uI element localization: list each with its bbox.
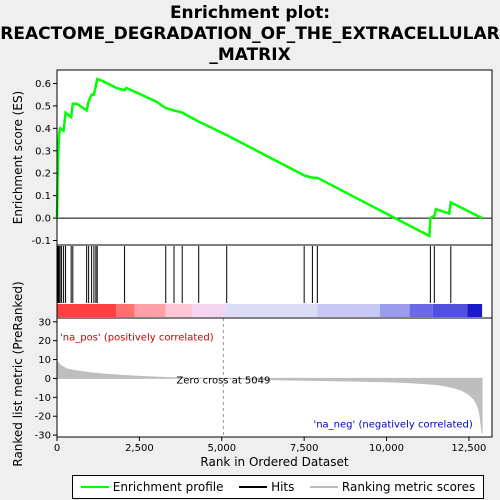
legend-item-ranking-metric: Ranking metric scores	[309, 480, 476, 494]
x-axis-label: Rank in Ordered Dataset	[200, 455, 348, 469]
legend-label: Ranking metric scores	[341, 480, 476, 494]
es-y-tick-label: 0.0	[35, 214, 51, 225]
x-tick-label: 2,500	[125, 443, 154, 454]
metric-y-tick-label: -30	[35, 431, 51, 442]
legend: Enrichment profile Hits Ranking metric s…	[72, 475, 484, 499]
ranking-color-bar-segment	[225, 304, 318, 317]
green-line-icon	[80, 486, 109, 488]
ranking-color-bar-segment	[57, 304, 117, 317]
enrichment-profile-line	[55, 77, 483, 239]
plot-canvas: Enrichment plot: REACTOME_DEGRADATION_OF…	[0, 3, 499, 469]
es-y-tick-label: 0.2	[35, 169, 51, 180]
ranking-color-bar-segment	[134, 304, 166, 317]
es-y-tick-label: 0.6	[35, 79, 51, 90]
legend-label: Enrichment profile	[112, 480, 224, 494]
gray-line-icon	[309, 486, 338, 488]
ranking-color-bar-segment	[317, 304, 380, 317]
ranking-color-bar-segment	[165, 304, 193, 317]
title-line-1: Enrichment plot:	[170, 3, 330, 23]
es-y-tick-label: 0.5	[35, 101, 51, 112]
metric-panel: -30 -20 -10 0 10 20 30 0 2,500 5,000 7,500 10,000 12…	[35, 317, 493, 454]
ranking-color-bar-segment	[192, 304, 226, 317]
annotation-zero-cross: Zero cross at 5049	[176, 375, 270, 386]
metric-plot-frame	[56, 317, 493, 438]
legend-item-hits: Hits	[239, 480, 294, 494]
ranking-color-bar-segment	[116, 304, 135, 317]
black-line-icon	[239, 486, 268, 488]
title-line-2: REACTOME_DEGRADATION_OF_THE_EXTRACELLULA…	[0, 24, 499, 44]
metric-y-tick-label: -10	[35, 393, 51, 404]
x-tick-label: 10,000	[369, 443, 404, 454]
metric-y-tick-label: 20	[38, 336, 51, 347]
x-tick-label: 5,000	[207, 443, 236, 454]
ranking-metric-area	[56, 360, 483, 434]
ranking-color-bar-segment	[467, 304, 483, 317]
ranking-color-bar-segment	[432, 304, 468, 317]
metric-y-tick-label: 30	[38, 317, 51, 328]
x-tick-label: 0	[54, 443, 60, 454]
chart-title: Enrichment plot: REACTOME_DEGRADATION_OF…	[0, 3, 499, 65]
es-plot-background	[57, 70, 492, 245]
annotation-positive: 'na_pos' (positively correlated)	[60, 333, 214, 344]
es-y-tick-label: 0.1	[35, 191, 51, 202]
annotation-negative: 'na_neg' (negatively correlated)	[313, 420, 472, 431]
es-panel: -0.1 0.0 0.1 0.2 0.3 0.4 0.5 0.6	[31, 69, 493, 247]
es-y-tick-label: 0.4	[35, 124, 51, 135]
metric-y-tick-label: -20	[35, 412, 51, 423]
y-axis-label-es: Enrichment score (ES)	[11, 91, 25, 224]
title-line-3: _MATRIX	[209, 45, 290, 65]
legend-item-enrichment-profile: Enrichment profile	[80, 480, 224, 494]
metric-y-tick-label: 0	[45, 374, 51, 385]
x-tick-label: 7,500	[290, 443, 319, 454]
es-y-tick-label: -0.1	[31, 236, 51, 247]
metric-y-tick-label: 10	[38, 355, 51, 366]
hits-panel	[56, 244, 493, 319]
legend-label: Hits	[271, 480, 295, 494]
es-y-tick-label: 0.3	[35, 146, 51, 157]
ranking-color-bar-segment	[409, 304, 433, 317]
ranking-color-bar-segment	[379, 304, 410, 317]
x-tick-label: 12,500	[451, 443, 486, 454]
y-axis-label-metric: Ranked list metric (PreRanked)	[11, 281, 25, 466]
